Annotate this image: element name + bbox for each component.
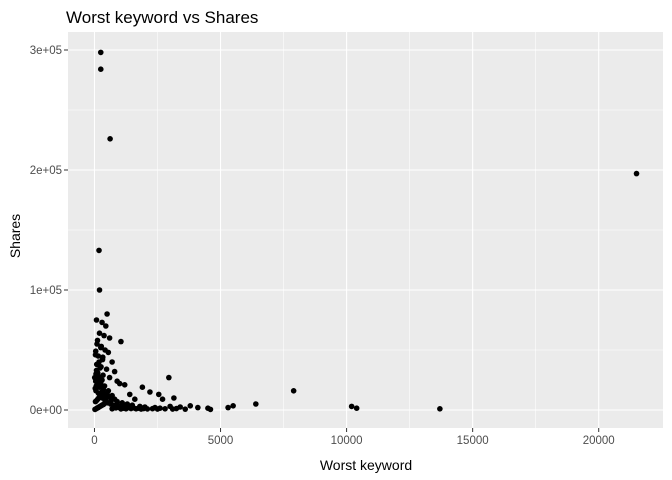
data-point	[97, 66, 104, 72]
x-tick-label: 0	[91, 435, 97, 447]
y-tick-label: 2e+05	[30, 165, 62, 177]
data-point	[109, 359, 115, 365]
data-point	[106, 335, 113, 341]
data-point	[98, 343, 105, 350]
data-point	[116, 380, 123, 387]
data-point	[162, 406, 168, 412]
data-point	[94, 337, 101, 344]
minor-gridlines	[68, 32, 663, 428]
data-point	[105, 388, 112, 394]
data-point	[111, 368, 118, 375]
data-point	[96, 287, 103, 293]
data-point	[159, 396, 166, 403]
data-point	[108, 398, 114, 404]
data-point	[105, 349, 112, 356]
data-point	[126, 404, 133, 410]
data-point	[144, 406, 151, 412]
y-axis-title: Shares	[7, 214, 23, 258]
data-point	[230, 403, 236, 409]
data-points	[91, 49, 640, 413]
data-point	[118, 338, 124, 345]
data-point	[253, 401, 259, 407]
x-tick-label: 10000	[331, 435, 363, 447]
data-point	[103, 366, 110, 373]
data-point	[195, 404, 201, 411]
x-tick-label: 15000	[457, 435, 489, 447]
data-point	[99, 319, 105, 326]
data-point	[132, 396, 138, 403]
data-point	[96, 330, 103, 337]
data-point	[92, 352, 99, 358]
data-point	[97, 365, 103, 371]
data-point	[348, 403, 355, 410]
data-point	[207, 406, 214, 413]
data-point	[121, 382, 128, 388]
data-point	[187, 403, 194, 409]
data-point	[126, 391, 133, 398]
data-point	[155, 391, 162, 398]
data-point	[101, 401, 107, 407]
data-point	[290, 388, 297, 394]
x-tick-label: 5000	[208, 435, 234, 447]
data-point	[182, 406, 189, 412]
data-point	[139, 384, 146, 391]
data-point	[96, 247, 102, 254]
data-point	[149, 405, 156, 412]
data-point	[157, 405, 163, 412]
y-tick-label: 0e+00	[30, 405, 62, 417]
chart-title: Worst keyword vs Shares	[66, 8, 258, 27]
data-point	[101, 332, 107, 339]
y-tick-label: 3e+05	[30, 45, 62, 57]
data-point	[107, 136, 113, 142]
data-point	[103, 323, 109, 329]
data-point	[166, 374, 172, 381]
data-point	[437, 406, 443, 412]
data-point	[147, 389, 153, 395]
x-axis-ticks: 0 5000 10000 15000 20000	[91, 428, 615, 447]
data-point	[93, 317, 100, 323]
x-axis-title: Worst keyword	[320, 457, 412, 473]
data-point	[225, 404, 231, 411]
x-tick-label: 20000	[583, 435, 615, 447]
y-axis-ticks: 0e+00 1e+05 2e+05 3e+05	[30, 45, 68, 417]
data-point	[173, 405, 180, 412]
data-point	[96, 359, 102, 365]
y-tick-label: 1e+05	[30, 285, 62, 297]
data-point	[94, 371, 100, 377]
data-point	[97, 379, 104, 386]
data-point	[104, 311, 110, 317]
data-point	[353, 405, 360, 412]
data-point	[100, 383, 107, 390]
data-point	[97, 49, 104, 56]
data-point	[171, 395, 177, 401]
data-point	[99, 354, 106, 361]
data-point	[101, 392, 108, 398]
data-point	[633, 170, 640, 177]
data-point	[106, 374, 113, 381]
